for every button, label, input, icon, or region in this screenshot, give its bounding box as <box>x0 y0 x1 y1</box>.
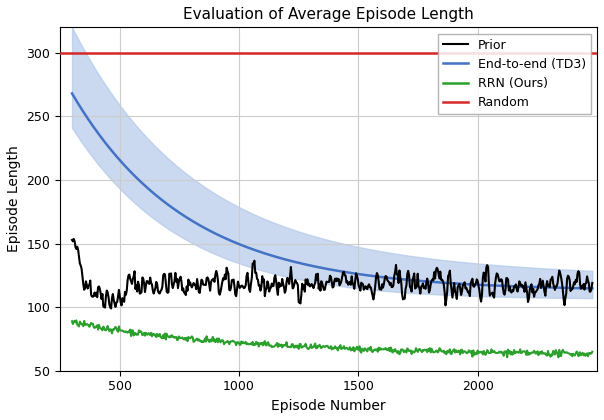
Title: Evaluation of Average Episode Length: Evaluation of Average Episode Length <box>183 7 474 22</box>
X-axis label: Episode Number: Episode Number <box>271 399 386 413</box>
Legend: Prior, End-to-end (TD3), RRN (Ours), Random: Prior, End-to-end (TD3), RRN (Ours), Ran… <box>438 34 591 114</box>
Y-axis label: Episode Length: Episode Length <box>7 146 21 252</box>
